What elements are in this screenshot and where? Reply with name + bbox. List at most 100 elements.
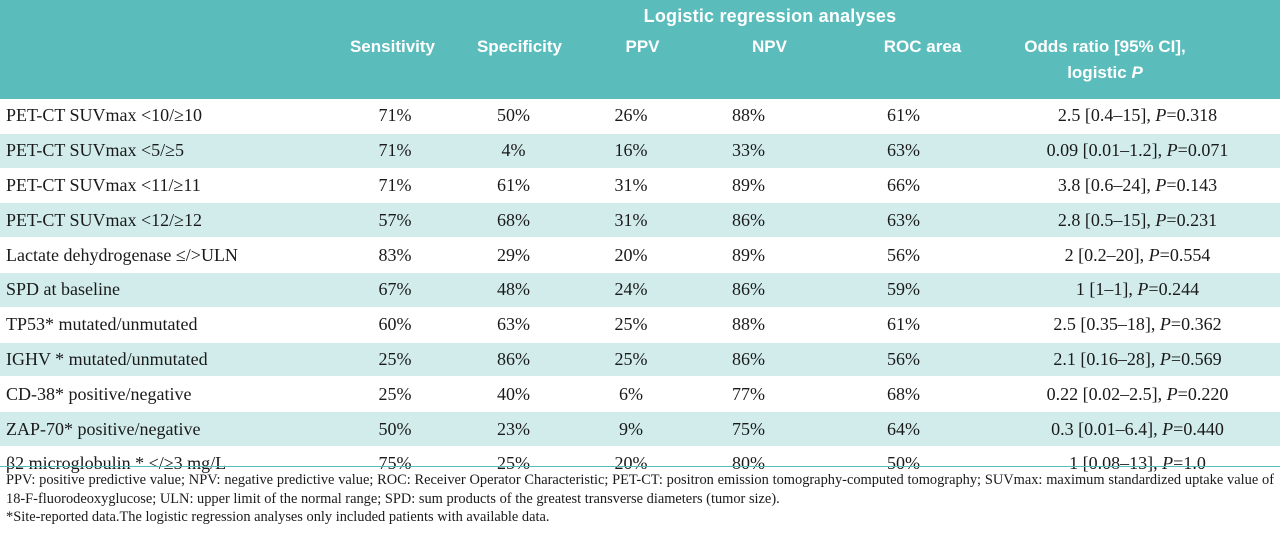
cell-roc-area: 56% — [812, 342, 995, 378]
cell-odds-ratio: 0.09 [0.01–1.2], P=0.071 — [995, 133, 1280, 169]
table-row: Lactate dehydrogenase ≤/>ULN 83% 29% 20% 89%… — [0, 237, 1280, 273]
p-label: P — [1159, 348, 1171, 369]
table-body: PET-CT SUVmax <10/≥10 71% 50% 26% 88% 61% 2.5 … — [0, 99, 1280, 482]
cell-odds-ratio: 2.5 [0.35–18], P=0.362 — [995, 307, 1280, 343]
cell-sensitivity: 57% — [340, 202, 450, 239]
cell-npv: 88% — [685, 307, 812, 343]
cell-roc-area: 63% — [812, 202, 995, 239]
odds-ratio-ci: 1 [1–1], — [1075, 279, 1133, 300]
cell-sensitivity: 71% — [340, 133, 450, 169]
footnote: PPV: positive predictive value; NPV: neg… — [6, 471, 1274, 527]
col-header-specificity: Specificity — [476, 37, 563, 56]
p-label: P — [1155, 174, 1167, 195]
cell-sensitivity: 71% — [340, 168, 450, 204]
cell-npv: 86% — [685, 272, 812, 308]
p-value: =0.362 — [1170, 314, 1222, 335]
odds-header-p: P — [1131, 63, 1143, 82]
cell-sensitivity: 83% — [340, 237, 450, 273]
col-header-ppv: PPV — [625, 37, 660, 56]
cell-ppv: 26% — [577, 99, 685, 134]
cell-sensitivity: 71% — [340, 99, 450, 134]
row-label: ZAP-70* positive/negative — [0, 411, 340, 447]
cell-roc-area: 63% — [812, 133, 995, 169]
cell-ppv: 31% — [577, 202, 685, 239]
cell-npv: 77% — [685, 376, 812, 413]
row-label: TP53* mutated/unmutated — [0, 307, 340, 343]
p-label: P — [1166, 140, 1178, 161]
footnote-abbreviations: PPV: positive predictive value; NPV: neg… — [6, 472, 1274, 507]
p-value: =0.143 — [1166, 174, 1218, 195]
p-value: =1.0 — [1173, 453, 1206, 474]
p-label: P — [1162, 453, 1174, 474]
table-row: PET-CT SUVmax <12/≥12 57% 68% 31% 86% 63% 2.8 … — [0, 202, 1280, 239]
cell-ppv: 20% — [577, 446, 685, 482]
p-value: =0.318 — [1166, 105, 1218, 126]
table-row: IGHV * mutated/unmutated 25% 86% 25% 86% 56% 2… — [0, 342, 1280, 378]
cell-ppv: 9% — [577, 411, 685, 447]
p-value: =0.071 — [1177, 140, 1229, 161]
footnote-note: *Site-reported data.The logistic regress… — [6, 509, 550, 525]
cell-odds-ratio: 3.8 [0.6–24], P=0.143 — [995, 168, 1280, 204]
row-label: β2 microglobulin * </≥3 mg/L — [0, 446, 340, 482]
cell-specificity: 61% — [450, 168, 577, 204]
odds-header-prefix: logistic — [1067, 63, 1127, 82]
p-value: =0.440 — [1173, 418, 1224, 439]
p-label: P — [1155, 105, 1167, 126]
col-header-roc: ROC area — [883, 37, 962, 56]
p-value: =0.569 — [1170, 348, 1222, 369]
table-row: PET-CT SUVmax <10/≥10 71% 50% 26% 88% 61% 2.5 … — [0, 99, 1280, 134]
cell-odds-ratio: 2.5 [0.4–15], P=0.318 — [995, 99, 1280, 134]
cell-sensitivity: 50% — [340, 411, 450, 447]
odds-ratio-ci: 2 [0.2–20], — [1064, 244, 1145, 265]
cell-odds-ratio: 1 [0.08–13], P=1.0 — [995, 446, 1280, 482]
cell-odds-ratio: 2 [0.2–20], P=0.554 — [995, 237, 1280, 273]
cell-odds-ratio: 0.22 [0.02–2.5], P=0.220 — [995, 376, 1280, 413]
cell-roc-area: 61% — [812, 307, 995, 343]
table-row: PET-CT SUVmax <5/≥5 71% 4% 16% 33% 63% 0.09 [0… — [0, 133, 1280, 169]
cell-ppv: 31% — [577, 168, 685, 204]
odds-header-line2: logistic P — [1000, 60, 1210, 86]
table-row: β2 microglobulin * </≥3 mg/L 75% 25% 20% 80%… — [0, 446, 1280, 482]
cell-ppv: 24% — [577, 272, 685, 308]
cell-specificity: 25% — [450, 446, 577, 482]
cell-sensitivity: 75% — [340, 446, 450, 482]
cell-specificity: 29% — [450, 237, 577, 273]
cell-npv: 89% — [685, 237, 812, 273]
row-label: CD-38* positive/negative — [0, 376, 340, 413]
col-header-odds-ratio: Odds ratio [95% CI], logistic P — [1000, 34, 1210, 86]
p-value: =0.220 — [1177, 383, 1229, 404]
odds-ratio-ci: 2.5 [0.4–15], — [1057, 105, 1151, 126]
cell-roc-area: 61% — [812, 99, 995, 134]
row-label: IGHV * mutated/unmutated — [0, 342, 340, 378]
cell-ppv: 20% — [577, 237, 685, 273]
cell-specificity: 23% — [450, 411, 577, 447]
cell-roc-area: 56% — [812, 237, 995, 273]
table-header: Logistic regression analyses Sensitivity… — [0, 0, 1280, 99]
cell-specificity: 68% — [450, 202, 577, 239]
cell-odds-ratio: 0.3 [0.01–6.4], P=0.440 — [995, 411, 1280, 447]
col-header-sensitivity: Sensitivity — [349, 37, 436, 56]
p-label: P — [1137, 279, 1149, 300]
cell-ppv: 25% — [577, 307, 685, 343]
cell-sensitivity: 67% — [340, 272, 450, 308]
p-value: =0.554 — [1159, 244, 1211, 265]
cell-npv: 80% — [685, 446, 812, 482]
table-row: PET-CT SUVmax <11/≥11 71% 61% 31% 89% 66% 3.8 … — [0, 168, 1280, 204]
row-label: SPD at baseline — [0, 272, 340, 308]
cell-sensitivity: 25% — [340, 376, 450, 413]
table-row: SPD at baseline 67% 48% 24% 86% 59% 1 [1–1], P… — [0, 272, 1280, 308]
row-label: PET-CT SUVmax <10/≥10 — [0, 99, 340, 134]
cell-sensitivity: 60% — [340, 307, 450, 343]
cell-npv: 86% — [685, 342, 812, 378]
cell-specificity: 63% — [450, 307, 577, 343]
cell-npv: 33% — [685, 133, 812, 169]
bottom-rule — [0, 466, 1280, 467]
odds-header-line1: Odds ratio [95% CI], — [1024, 37, 1186, 56]
cell-odds-ratio: 2.8 [0.5–15], P=0.231 — [995, 202, 1280, 239]
cell-roc-area: 68% — [812, 376, 995, 413]
cell-sensitivity: 25% — [340, 342, 450, 378]
table-row: CD-38* positive/negative 25% 40% 6% 77% 68% 0.… — [0, 376, 1280, 413]
p-label: P — [1159, 314, 1171, 335]
p-value: =0.231 — [1166, 209, 1218, 230]
